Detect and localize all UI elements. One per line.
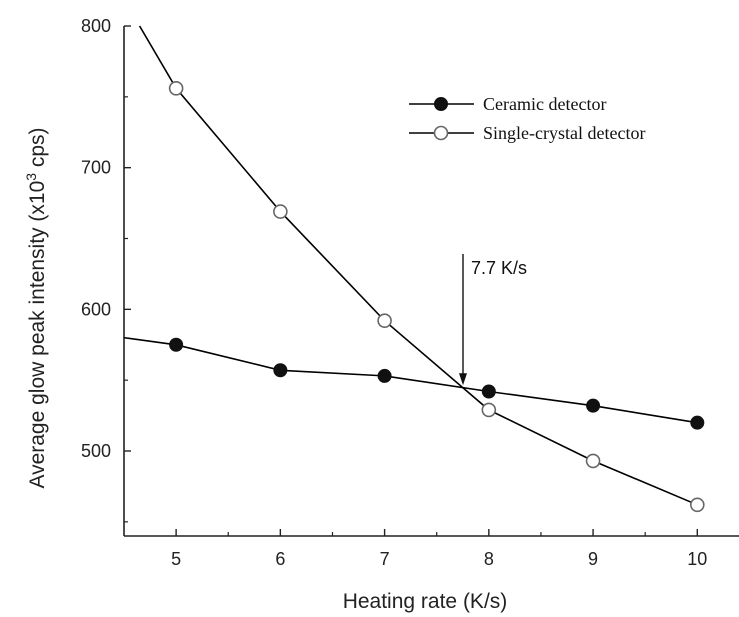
series-1-point-5 [168, 81, 184, 96]
ticks: 5 6 7 8 9 10 500 600 700 800 [81, 16, 707, 569]
y-tick-label-500: 500 [81, 441, 111, 461]
x-tick-label-7: 7 [380, 549, 390, 569]
y-tick-label-700: 700 [81, 158, 111, 178]
x-tick-label-9: 9 [588, 549, 598, 569]
axes [123, 26, 739, 537]
series-group [123, 25, 705, 513]
series-1-point-8 [481, 402, 497, 418]
y-axis-title: Average glow peak intensity (x103 cps) [23, 127, 49, 488]
series-0-point-7 [377, 368, 392, 383]
x-axis-title: Heating rate (K/s) [343, 590, 508, 613]
series-0-point-6 [273, 363, 288, 378]
x-tick-label-10: 10 [687, 549, 707, 569]
annotation-arrowhead [459, 373, 467, 386]
series-line-1 [138, 25, 698, 506]
annotation-label: 7.7 K/s [471, 258, 527, 278]
series-0-point-5 [169, 337, 184, 352]
y-tick-label-800: 800 [81, 16, 111, 36]
y-axis-title-prefix: Average glow peak intensity (x10 [26, 181, 49, 489]
legend: Ceramic detector Single-crystal detector [409, 94, 645, 143]
y-tick-label-600: 600 [81, 299, 111, 319]
series-1-point-10 [690, 497, 705, 513]
annotations: 7.7 K/s [459, 254, 527, 386]
legend-label-0: Ceramic detector [483, 94, 606, 114]
y-axis-title-superscript: 3 [23, 173, 39, 181]
x-tick-label-6: 6 [275, 549, 285, 569]
x-tick-label-8: 8 [484, 549, 494, 569]
legend-marker-0 [434, 97, 448, 111]
series-0-point-10 [690, 415, 705, 430]
x-tick-label-5: 5 [171, 549, 181, 569]
y-axis-title-suffix: cps) [26, 127, 49, 173]
series-line-0 [123, 336, 698, 424]
legend-marker-1 [433, 125, 449, 141]
legend-label-1: Single-crystal detector [483, 123, 645, 143]
series-0-point-8 [481, 384, 496, 399]
series-1-point-6 [273, 204, 288, 219]
series-1-point-7 [377, 313, 392, 328]
series-1-point-9 [585, 453, 601, 469]
series-0-point-9 [586, 398, 601, 413]
